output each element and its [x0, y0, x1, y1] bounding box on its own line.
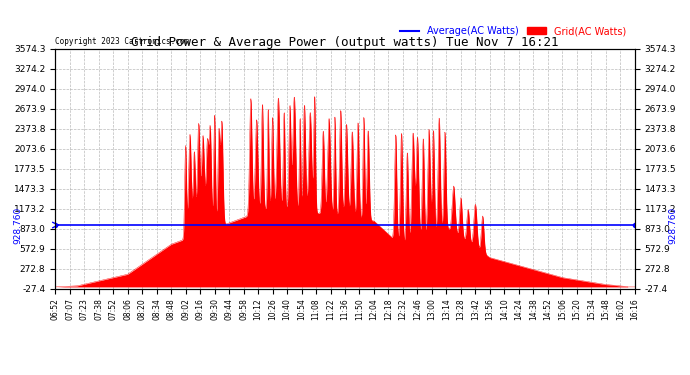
Text: 928.760: 928.760	[13, 206, 22, 244]
Legend: Average(AC Watts), Grid(AC Watts): Average(AC Watts), Grid(AC Watts)	[396, 22, 630, 40]
Text: Copyright 2023 Cartronics.com: Copyright 2023 Cartronics.com	[55, 38, 189, 46]
Text: 928.760: 928.760	[668, 206, 677, 244]
Title: Grid Power & Average Power (output watts) Tue Nov 7 16:21: Grid Power & Average Power (output watts…	[131, 36, 559, 49]
